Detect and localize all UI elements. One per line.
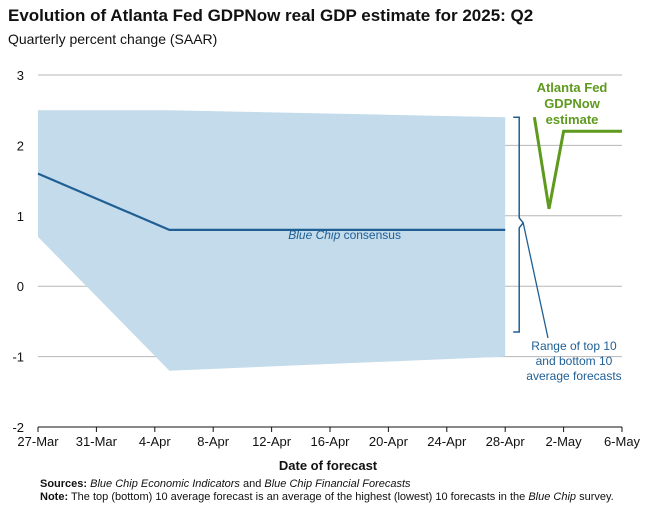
note-text2: survey. — [576, 491, 614, 503]
range-label-line3: average forecasts — [526, 369, 621, 383]
gdpnow-label-line2: GDPNow — [544, 96, 601, 111]
range-label-line1: Range of top 10 — [531, 339, 617, 353]
y-tick-label: 1 — [17, 209, 24, 224]
x-tick-label: 12-Apr — [252, 434, 292, 449]
x-tick-label: 2-May — [546, 434, 583, 449]
y-axis-ticks: -2 -1 0 1 2 3 — [12, 68, 24, 435]
range-label: Range of top 10 and bottom 10 average fo… — [526, 339, 621, 383]
sources-label: Sources: — [40, 478, 88, 490]
consensus-label: Blue Chip consensus — [288, 228, 401, 242]
gdpnow-label: Atlanta Fed GDPNow estimate — [537, 80, 608, 127]
x-tick-label: 8-Apr — [197, 434, 229, 449]
consensus-line — [37, 172, 506, 231]
note-italic: Blue Chip — [528, 491, 577, 503]
y-tick-label: 3 — [17, 68, 24, 83]
y-tick-label: -1 — [12, 350, 24, 365]
x-tick-label: 28-Apr — [486, 434, 526, 449]
sources-note: Sources: Blue Chip Economic Indicators a… — [40, 478, 640, 491]
y-tick-label: 2 — [17, 138, 24, 153]
consensus-label-rest: consensus — [340, 228, 401, 242]
x-tick-label: 31-Mar — [76, 434, 118, 449]
sources-part1: Blue Chip Economic Indicators — [90, 478, 240, 490]
range-leader-line — [522, 222, 549, 339]
x-axis-ticks: 27-Mar 31-Mar 4-Apr 8-Apr 12-Apr 16-Apr 20-Apr… — [17, 427, 641, 449]
sources-and: and — [239, 478, 265, 490]
note-label: Note: — [40, 491, 69, 503]
footnote-note: Note: The top (bottom) 10 average foreca… — [40, 491, 640, 504]
x-tick-label: 16-Apr — [310, 434, 350, 449]
x-tick-label: 24-Apr — [427, 434, 467, 449]
x-tick-label: 27-Mar — [17, 434, 59, 449]
chart-title: Evolution of Atlanta Fed GDPNow real GDP… — [8, 6, 534, 25]
x-axis-label: Date of forecast — [279, 458, 378, 473]
forecast-range-band — [38, 110, 506, 371]
y-tick-label: 0 — [17, 279, 24, 294]
note-text1: The top (bottom) 10 average forecast is … — [68, 491, 529, 503]
gdpnow-label-line1: Atlanta Fed — [537, 80, 608, 95]
x-tick-label: 4-Apr — [139, 434, 171, 449]
x-tick-label: 20-Apr — [369, 434, 409, 449]
gdpnow-line — [532, 116, 622, 210]
x-tick-label: 6-May — [604, 434, 641, 449]
range-bracket — [513, 116, 525, 333]
chart-subtitle: Quarterly percent change (SAAR) — [8, 31, 218, 47]
range-label-line2: and bottom 10 — [536, 354, 613, 368]
consensus-label-italic: Blue Chip — [288, 228, 340, 242]
y-tick-label: -2 — [12, 420, 24, 435]
gdpnow-label-line3: estimate — [546, 112, 599, 127]
sources-part2: Blue Chip Financial Forecasts — [264, 478, 411, 490]
